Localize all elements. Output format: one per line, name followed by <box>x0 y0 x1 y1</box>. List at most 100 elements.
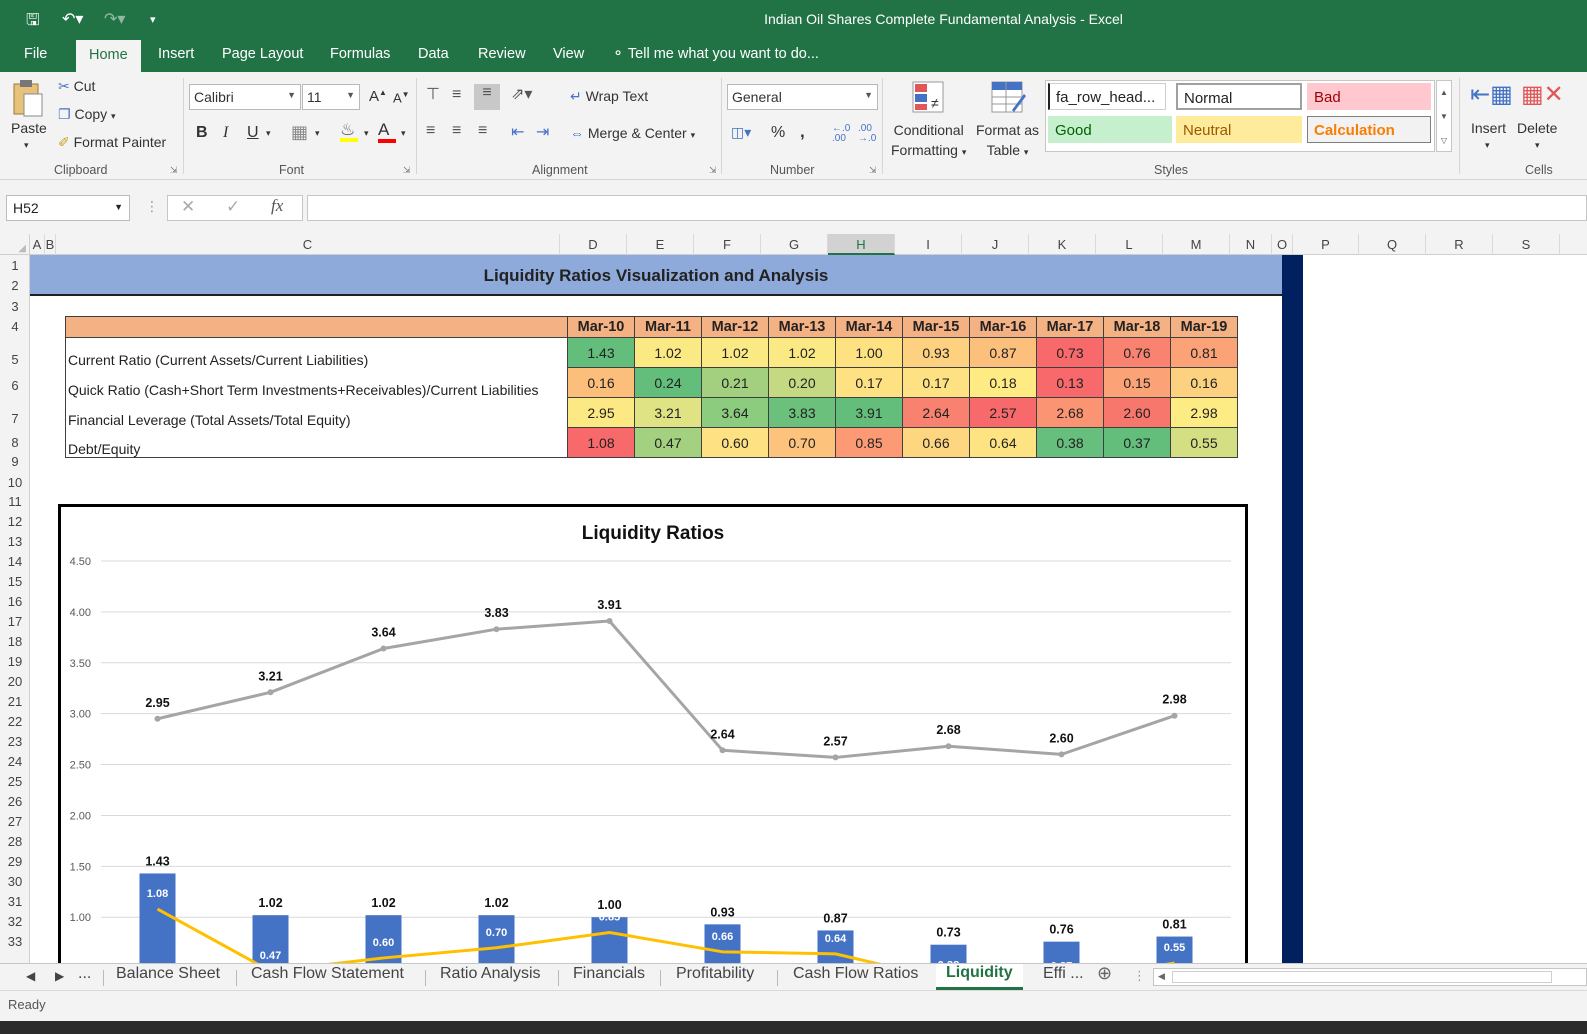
column-header-p[interactable]: P <box>1293 234 1359 255</box>
increase-decimal-icon[interactable]: ←.0.00 <box>832 123 851 144</box>
column-header-o[interactable]: O <box>1272 234 1293 255</box>
paste-dropdown-icon[interactable]: ▾ <box>24 140 29 150</box>
align-middle-icon[interactable]: ≡ <box>452 86 462 103</box>
paste-button[interactable] <box>10 78 48 118</box>
insert-cells-icon[interactable]: ⇤▦ <box>1470 81 1513 108</box>
sheet-tab-cash-flow-ratios[interactable]: Cash Flow Ratios <box>793 965 919 982</box>
year-header[interactable]: Mar-15 <box>902 316 970 338</box>
row-header-14[interactable]: 14 <box>7 554 23 569</box>
shrink-font-button[interactable]: A▼ <box>393 90 410 106</box>
ratio-label[interactable]: Current Ratio (Current Assets/Current Li… <box>65 337 568 368</box>
undo-icon[interactable]: ↶▾ <box>62 11 84 28</box>
style-bad[interactable]: Bad <box>1307 83 1431 110</box>
ratio-value-cell[interactable]: 0.20 <box>768 367 836 398</box>
format-as-table-button[interactable]: Format as Table ▾ <box>976 120 1039 162</box>
tab-insert[interactable]: Insert <box>158 46 195 62</box>
sheet-tab-financials[interactable]: Financials <box>573 965 646 982</box>
column-header-d[interactable]: D <box>560 234 627 255</box>
column-header-i[interactable]: I <box>895 234 962 255</box>
tab-data[interactable]: Data <box>418 46 449 62</box>
delete-cells-button[interactable]: Delete <box>1517 120 1558 136</box>
ratio-value-cell[interactable]: 0.18 <box>969 367 1037 398</box>
row-header-18[interactable]: 18 <box>7 634 23 649</box>
chevron-down-icon[interactable]: ▾ <box>1535 140 1540 150</box>
column-header-s[interactable]: S <box>1493 234 1560 255</box>
ratio-label[interactable]: Financial Leverage (Total Assets/Total E… <box>65 397 568 428</box>
column-header-h[interactable]: H <box>828 234 895 255</box>
cut-button[interactable]: ✂ Cut <box>58 78 95 95</box>
align-bottom-icon[interactable]: ≡ <box>474 84 500 110</box>
style-neutral[interactable]: Neutral <box>1176 116 1302 143</box>
style-fa-row-head[interactable]: fa_row_head... <box>1048 83 1166 110</box>
liquidity-chart[interactable]: Liquidity Ratios0.501.001.502.002.503.00… <box>58 504 1248 963</box>
year-header[interactable]: Mar-19 <box>1170 316 1238 338</box>
sheet-tab-ratio-analysis[interactable]: Ratio Analysis <box>440 965 541 982</box>
increase-indent-icon[interactable]: ⇥ <box>536 124 550 141</box>
ratio-value-cell[interactable]: 0.37 <box>1103 427 1171 458</box>
row-header-10[interactable]: 10 <box>7 475 23 490</box>
row-header-13[interactable]: 13 <box>7 534 23 549</box>
cancel-icon[interactable]: ✕ <box>181 197 196 216</box>
row-header-3[interactable]: 3 <box>11 299 19 314</box>
fill-color-button[interactable]: ♨ <box>340 120 358 142</box>
column-header-m[interactable]: M <box>1163 234 1230 255</box>
row-header-22[interactable]: 22 <box>7 714 23 729</box>
style-good[interactable]: Good <box>1048 116 1172 143</box>
ratio-value-cell[interactable]: 0.93 <box>902 337 970 368</box>
ratio-value-cell[interactable]: 0.64 <box>969 427 1037 458</box>
style-calculation[interactable]: Calculation <box>1307 116 1431 143</box>
row-header-9[interactable]: 9 <box>11 454 19 469</box>
bold-button[interactable]: B <box>196 124 208 141</box>
redo-icon[interactable]: ↷▾ <box>104 11 126 28</box>
row-header-21[interactable]: 21 <box>7 694 23 709</box>
chevron-down-icon[interactable]: ▾ <box>1485 140 1490 150</box>
row-header-2[interactable]: 2 <box>11 278 19 293</box>
row-header-11[interactable]: 11 <box>8 494 22 509</box>
row-header-7[interactable]: 7 <box>11 411 19 426</box>
worksheet[interactable]: Liquidity Ratios Visualization and Analy… <box>30 255 1587 963</box>
decrease-decimal-icon[interactable]: .00 →.0 <box>858 123 877 144</box>
ratio-value-cell[interactable]: 0.81 <box>1170 337 1238 368</box>
more-sheets-left[interactable]: ... <box>78 965 92 982</box>
conditional-formatting-icon[interactable]: ≠ <box>911 80 947 119</box>
row-header-1[interactable]: 1 <box>11 258 19 273</box>
select-all-corner[interactable]: ◢ <box>0 234 30 255</box>
ratio-value-cell[interactable]: 0.70 <box>768 427 836 458</box>
accounting-format-icon[interactable]: ◫▾ <box>731 124 752 140</box>
column-header-c[interactable]: C <box>56 234 560 255</box>
row-header-26[interactable]: 26 <box>7 794 23 809</box>
tell-me-box[interactable]: ⚬ Tell me what you want to do... <box>612 46 819 62</box>
copy-button[interactable]: ❐ Copy ▾ <box>58 106 116 123</box>
wrap-text-button[interactable]: ↵ Wrap Text <box>570 88 648 105</box>
column-header-a[interactable]: A <box>30 234 45 255</box>
ratio-value-cell[interactable]: 0.76 <box>1103 337 1171 368</box>
font-color-button[interactable]: A <box>378 120 396 143</box>
font-launcher-icon[interactable]: ⇲ <box>403 165 411 175</box>
ratio-value-cell[interactable]: 1.08 <box>567 427 635 458</box>
style-normal[interactable]: Normal <box>1176 83 1302 110</box>
ratio-value-cell[interactable]: 0.87 <box>969 337 1037 368</box>
ratio-value-cell[interactable]: 2.60 <box>1103 397 1171 428</box>
fill-dropdown-icon[interactable]: ▾ <box>364 128 369 138</box>
sheet-tab-cash-flow-statement[interactable]: Cash Flow Statement <box>251 965 404 982</box>
row-header-24[interactable]: 24 <box>7 754 23 769</box>
number-format-select[interactable]: General ▼ <box>727 84 878 110</box>
year-header[interactable]: Mar-10 <box>567 316 635 338</box>
tab-formulas[interactable]: Formulas <box>330 46 391 62</box>
row-header-29[interactable]: 29 <box>7 854 23 869</box>
comma-button[interactable]: , <box>800 122 805 141</box>
ratio-value-cell[interactable]: 1.43 <box>567 337 635 368</box>
row-header-6[interactable]: 6 <box>11 378 19 393</box>
row-header-32[interactable]: 32 <box>7 914 23 929</box>
name-box[interactable]: H52 ▼ <box>6 195 130 221</box>
ratio-value-cell[interactable]: 0.55 <box>1170 427 1238 458</box>
row-header-33[interactable]: 33 <box>7 934 23 949</box>
year-header[interactable]: Mar-16 <box>969 316 1037 338</box>
column-header-e[interactable]: E <box>627 234 694 255</box>
clipboard-launcher-icon[interactable]: ⇲ <box>170 165 178 175</box>
underline-dropdown-icon[interactable]: ▾ <box>266 128 271 138</box>
row-header-15[interactable]: 15 <box>7 574 23 589</box>
delete-cells-icon[interactable]: ▦✕ <box>1521 81 1564 108</box>
tab-file[interactable]: File <box>24 46 48 62</box>
paste-label[interactable]: Paste <box>11 120 47 136</box>
